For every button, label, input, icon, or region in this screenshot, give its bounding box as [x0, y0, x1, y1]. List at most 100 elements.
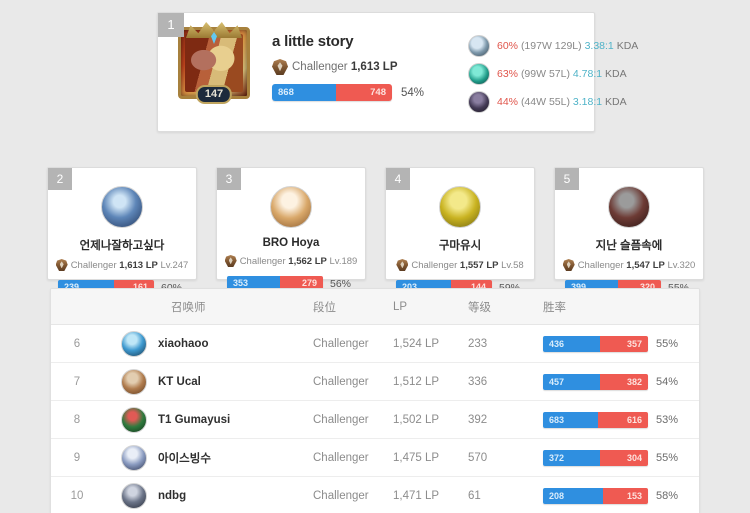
summoner-name[interactable]: 구마유시 — [438, 240, 482, 252]
champion-icon-2 — [468, 63, 490, 85]
champion-stats-list: 60% (197W 129L) 3.38:1 KDA 63% (99W 57L)… — [468, 27, 638, 119]
gem-icon — [211, 32, 217, 44]
winrate-percent: 54% — [401, 86, 425, 99]
table-row[interactable]: 9 아이스빙수 Challenger 1,475 LP 570 372 304 … — [51, 439, 699, 477]
row-summoner-name[interactable]: 아이스빙수 — [158, 452, 211, 465]
table-row[interactable]: 10 ndbg Challenger 1,471 LP 61 208 153 5… — [51, 477, 699, 513]
summoner-name[interactable]: 언제나잘하고싶다 — [79, 240, 165, 252]
champion-record: (44W 55L) — [520, 96, 570, 108]
row-lp: 1,502 LP — [393, 413, 440, 426]
row-summoner-cell[interactable]: KT Ucal — [103, 368, 313, 395]
summoner-icon-10 — [121, 482, 147, 509]
row-summoner-name[interactable]: KT Ucal — [158, 375, 201, 388]
winrate-percent: 55% — [656, 451, 679, 464]
summoner-level: Lv.247 — [160, 259, 189, 271]
champion-kda: 3.18:1 — [572, 96, 603, 108]
win-loss-bar: 353 279 — [227, 276, 323, 291]
summoner-profile-icon: 147 — [178, 22, 250, 104]
win-loss-bar: 457 382 — [543, 373, 648, 390]
tier-name: Challenger — [70, 259, 117, 271]
table-header-row: 召唤师 段位 LP 等级 胜率 — [51, 289, 699, 325]
champion-kda-label: KDA — [616, 40, 639, 52]
row-summoner-name[interactable]: T1 Gumayusi — [158, 413, 231, 426]
summoner-name[interactable]: a little story — [272, 33, 354, 50]
row-summoner-cell[interactable]: xiaohaoo — [103, 330, 313, 357]
row-summoner-cell[interactable]: 아이스빙수 — [103, 444, 313, 471]
champion-winrate: 63% — [497, 68, 519, 80]
rank-badge: 5 — [555, 168, 579, 190]
win-loss-bar: 868 748 — [272, 84, 392, 101]
row-lp: 1,475 LP — [393, 451, 440, 464]
champion-icon-1 — [468, 35, 490, 57]
challenger-emblem-icon — [562, 259, 575, 271]
rank-2-summoner-card[interactable]: 2 언제나잘하고싶다 Challenger 1,613 LP Lv.247 23… — [47, 167, 197, 295]
losses-segment: 153 — [602, 487, 648, 504]
row-winrate-cell: 457 382 54% — [543, 373, 699, 390]
column-header-lp[interactable]: LP — [393, 300, 408, 313]
row-summoner-cell[interactable]: ndbg — [103, 482, 313, 509]
league-points: 1,613 LP — [350, 61, 398, 73]
table-row[interactable]: 8 T1 Gumayusi Challenger 1,502 LP 392 68… — [51, 401, 699, 439]
champion-record: (197W 129L) — [520, 40, 582, 52]
summoner-icon-8 — [121, 406, 147, 433]
summoner-name[interactable]: 지난 슬픔속에 — [595, 240, 663, 252]
challenger-emblem-icon — [224, 255, 237, 267]
champion-stat-row: 44% (44W 55L) 3.18:1 KDA — [468, 91, 638, 113]
rank-4-summoner-card[interactable]: 4 구마유시 Challenger 1,557 LP Lv.58 203 144… — [385, 167, 535, 295]
champion-stat-text: 63% (99W 57L) 4.78:1 KDA — [497, 68, 627, 80]
column-header-summoner[interactable]: 召唤师 — [171, 301, 206, 314]
tier-name: Challenger — [577, 259, 624, 271]
tier-name: Challenger — [411, 259, 458, 271]
champion-kda: 4.78:1 — [572, 68, 603, 80]
tier-row: Challenger 1,547 LP Lv.320 — [562, 259, 696, 271]
tier-label: Challenger 1,613 LP Lv.247 — [71, 260, 189, 271]
winrate-percent: 58% — [656, 489, 679, 502]
winrate-percent: 56% — [330, 277, 352, 290]
row-rank: 7 — [73, 375, 81, 388]
row-level: 61 — [468, 489, 481, 502]
row-summoner-cell[interactable]: T1 Gumayusi — [103, 406, 313, 433]
losses-segment: 357 — [600, 335, 648, 352]
wins-segment: 372 — [543, 449, 601, 466]
table-row[interactable]: 7 KT Ucal Challenger 1,512 LP 336 457 38… — [51, 363, 699, 401]
row-tier: Challenger — [313, 413, 369, 426]
row-winrate-cell: 436 357 55% — [543, 335, 699, 352]
champion-winrate: 44% — [497, 96, 519, 108]
league-points: 1,547 LP — [626, 259, 665, 271]
champion-record: (99W 57L) — [520, 68, 570, 80]
row-rank: 10 — [70, 489, 84, 502]
wins-segment: 208 — [543, 487, 603, 504]
champion-kda-label: KDA — [605, 96, 627, 108]
summoner-profile-icon — [608, 186, 650, 228]
win-loss-bar: 436 357 — [543, 335, 648, 352]
summoner-level: Lv.320 — [667, 259, 696, 271]
losses-segment: 382 — [599, 373, 648, 390]
row-winrate-cell: 683 616 53% — [543, 411, 699, 428]
rank-3-summoner-card[interactable]: 3 BRO Hoya Challenger 1,562 LP Lv.189 35… — [216, 167, 366, 291]
challenger-emblem-icon — [272, 59, 288, 75]
column-header-tier[interactable]: 段位 — [313, 301, 336, 314]
rank-badge: 2 — [48, 168, 72, 190]
summoner-profile-icon — [270, 186, 312, 228]
column-header-level[interactable]: 等级 — [468, 301, 491, 314]
summoner-icon-9 — [121, 444, 147, 471]
rank-1-summoner-card[interactable]: 1 147 a little story Challenger 1,613 LP — [157, 12, 638, 132]
row-summoner-name[interactable]: xiaohaoo — [158, 337, 209, 350]
champion-stat-row: 60% (197W 129L) 3.38:1 KDA — [468, 35, 638, 57]
rank-5-summoner-card[interactable]: 5 지난 슬픔속에 Challenger 1,547 LP Lv.320 399… — [554, 167, 704, 295]
winrate-percent: 53% — [656, 413, 679, 426]
summoner-name[interactable]: BRO Hoya — [262, 237, 320, 249]
wins-segment: 683 — [543, 411, 598, 428]
column-header-winrate[interactable]: 胜率 — [543, 301, 566, 314]
row-lp: 1,471 LP — [393, 489, 440, 502]
row-winrate-cell: 372 304 55% — [543, 449, 699, 466]
champion-stat-text: 44% (44W 55L) 3.18:1 KDA — [497, 96, 627, 108]
row-summoner-name[interactable]: ndbg — [158, 489, 187, 502]
table-row[interactable]: 6 xiaohaoo Challenger 1,524 LP 233 436 3… — [51, 325, 699, 363]
row-tier: Challenger — [313, 337, 369, 350]
losses-segment: 748 — [336, 84, 392, 101]
win-loss-bar: 683 616 — [543, 411, 648, 428]
champion-stat-text: 60% (197W 129L) 3.38:1 KDA — [497, 40, 638, 52]
wins-segment: 457 — [543, 373, 600, 390]
